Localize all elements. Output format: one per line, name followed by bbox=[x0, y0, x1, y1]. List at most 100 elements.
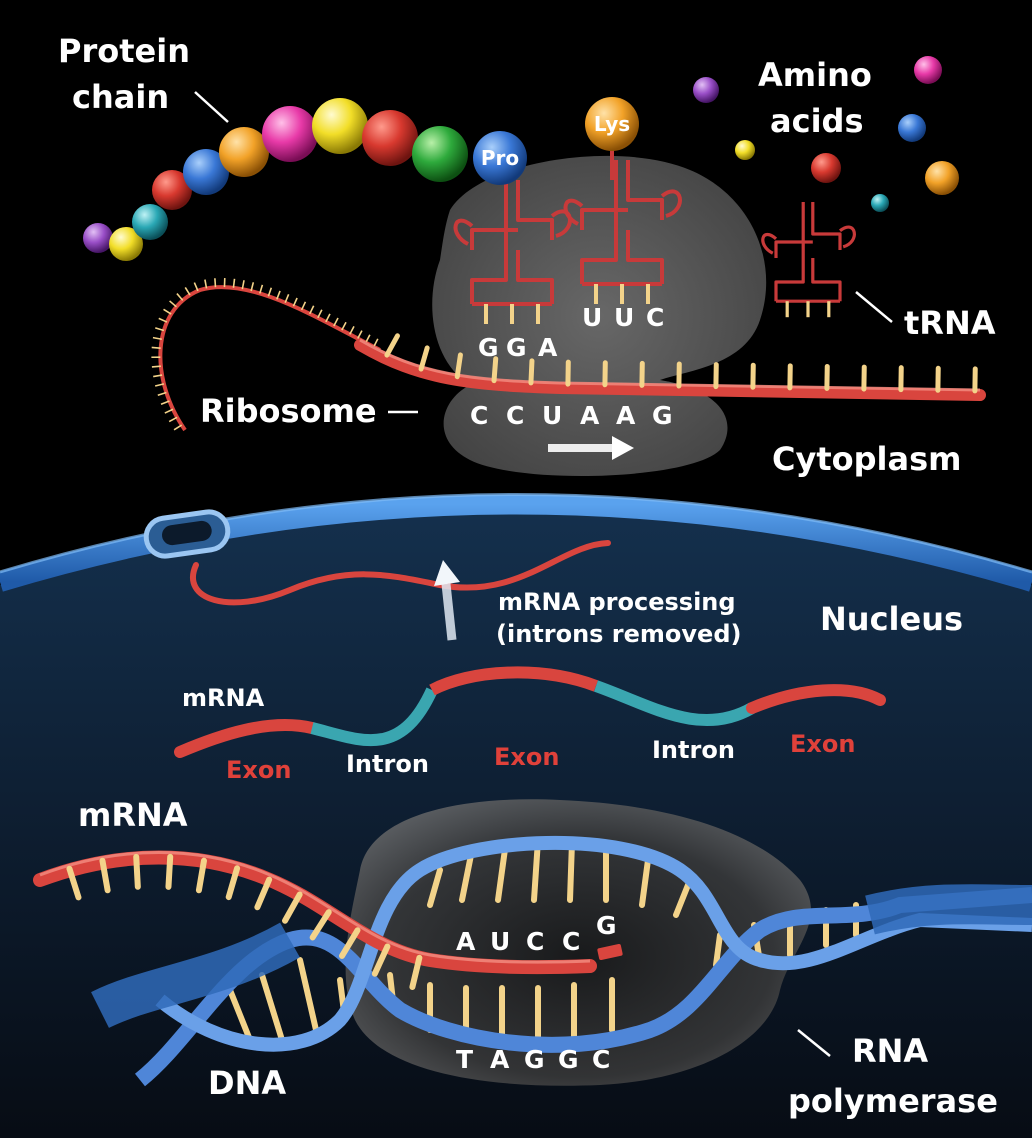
amino-acid-bead bbox=[262, 106, 318, 162]
anticodon-base: G bbox=[506, 333, 527, 362]
codon-base: G bbox=[652, 401, 673, 430]
protein-chain-label-line2: chain bbox=[72, 78, 169, 116]
amino-acid-bead bbox=[412, 126, 468, 182]
base-pair bbox=[427, 867, 443, 908]
nuclear-pore bbox=[143, 509, 231, 559]
pro-label: Pro bbox=[481, 146, 519, 170]
template-bases: T A G G C bbox=[456, 1045, 610, 1074]
lys-label: Lys bbox=[594, 112, 630, 136]
anticodon-base: U bbox=[614, 303, 634, 332]
codon-base: U bbox=[542, 401, 562, 430]
anticodon-base: G bbox=[478, 333, 499, 362]
template-base: A bbox=[490, 1045, 510, 1074]
transcript-next-base: G bbox=[596, 911, 617, 940]
pre-mrna bbox=[174, 666, 886, 758]
protein-chain-label-line1: Protein bbox=[58, 32, 190, 70]
protein-chain bbox=[83, 98, 468, 261]
codon-base: C bbox=[506, 401, 524, 430]
exon-label-1: Exon bbox=[226, 756, 291, 784]
nascent-mrna-bases bbox=[66, 853, 423, 990]
amino-acid-bead bbox=[83, 223, 113, 253]
intron-segment-1 bbox=[310, 687, 438, 747]
template-base: T bbox=[456, 1045, 473, 1074]
intron-label-2: Intron bbox=[652, 736, 735, 764]
template-base: G bbox=[524, 1045, 545, 1074]
template-base: C bbox=[592, 1045, 610, 1074]
rna-polymerase-pointer bbox=[797, 1029, 831, 1057]
base-pair bbox=[567, 839, 575, 903]
exon-segment-1 bbox=[174, 719, 318, 758]
rna-polymerase-label-line1: RNA bbox=[852, 1032, 928, 1070]
codon-base: A bbox=[580, 401, 600, 430]
exon-segment-2 bbox=[429, 666, 599, 696]
rna-polymerase-label-line2: polymerase bbox=[788, 1082, 998, 1120]
trna-free bbox=[761, 201, 856, 318]
amino-acids-label-line1: Amino bbox=[758, 56, 872, 94]
amino-acid-bead bbox=[109, 227, 143, 261]
ribosome-label: Ribosome bbox=[200, 392, 377, 430]
processing-arrow bbox=[434, 560, 460, 641]
exon-label-2: Exon bbox=[494, 743, 559, 771]
exon-label-3: Exon bbox=[790, 730, 855, 758]
intron-label-1: Intron bbox=[346, 750, 429, 778]
codon-base: C bbox=[470, 401, 488, 430]
amino-acid-bead bbox=[312, 98, 368, 154]
nascent-mrna-strand bbox=[33, 850, 597, 975]
amino-acids-label-line2: acids bbox=[770, 102, 863, 140]
base-pair bbox=[259, 972, 285, 1043]
cytoplasm-label: Cytoplasm bbox=[772, 440, 961, 478]
mrna-processing-label-line2: (introns removed) bbox=[496, 620, 741, 648]
amino-acid-bead bbox=[219, 127, 269, 177]
incoming-nucleotide bbox=[597, 944, 623, 960]
trna-pointer bbox=[855, 291, 893, 323]
mrna-tail bbox=[158, 285, 381, 432]
transcript-base: A bbox=[456, 927, 476, 956]
base-pair bbox=[297, 957, 319, 1033]
base-pair bbox=[713, 932, 723, 968]
dna-label: DNA bbox=[208, 1064, 286, 1102]
mrna-codons: C C U A A G bbox=[470, 401, 673, 430]
anticodon-base: C bbox=[646, 303, 664, 332]
amino-acid-bead bbox=[132, 204, 168, 240]
dna-double-helix bbox=[91, 835, 1032, 1087]
base-pair bbox=[227, 987, 253, 1043]
amino-acid-bead bbox=[362, 110, 418, 166]
amino-acid-pro: Pro bbox=[473, 131, 527, 185]
trna-label: tRNA bbox=[904, 304, 996, 342]
ribosome-direction-arrow bbox=[548, 436, 634, 460]
processed-mrna bbox=[190, 540, 611, 606]
dna-left-end bbox=[91, 922, 300, 1029]
anticodon-base: U bbox=[582, 303, 602, 332]
anticodon-base: A bbox=[538, 333, 558, 362]
protein-chain-pointer bbox=[194, 91, 229, 123]
nucleus-label: Nucleus bbox=[820, 600, 963, 638]
transcript-bases: A U C C G bbox=[456, 911, 617, 956]
template-base: G bbox=[558, 1045, 579, 1074]
amino-acid-lys: Lys bbox=[585, 97, 639, 151]
free-amino-acids bbox=[693, 56, 959, 212]
base-pair bbox=[673, 877, 693, 918]
mrna-label: mRNA bbox=[78, 796, 188, 834]
intron-segment-2 bbox=[594, 680, 755, 727]
cytoplasm-mrna-strand bbox=[354, 339, 986, 401]
base-pair bbox=[639, 857, 651, 908]
trna-uuc bbox=[563, 160, 682, 304]
codon-base: A bbox=[616, 401, 636, 430]
dna-strand-2 bbox=[155, 835, 1032, 1052]
amino-acid-bead bbox=[183, 149, 229, 195]
exon-segment-3 bbox=[746, 684, 886, 714]
mrna-base-ticks bbox=[384, 333, 978, 394]
anticodon-uuc: U U C bbox=[582, 303, 664, 332]
rna-polymerase bbox=[345, 799, 811, 1086]
transcript-base: C bbox=[526, 927, 544, 956]
mrna-tail-ticks bbox=[151, 278, 379, 431]
anticodon-gga: G G A bbox=[478, 333, 558, 362]
transcript-base: U bbox=[490, 927, 510, 956]
dna-right-end bbox=[865, 884, 1032, 935]
pre-mrna-label: mRNA bbox=[182, 684, 265, 712]
mrna-processing-label-line1: mRNA processing bbox=[498, 588, 736, 616]
amino-acid-bead bbox=[152, 170, 192, 210]
transcript-base: C bbox=[562, 927, 580, 956]
